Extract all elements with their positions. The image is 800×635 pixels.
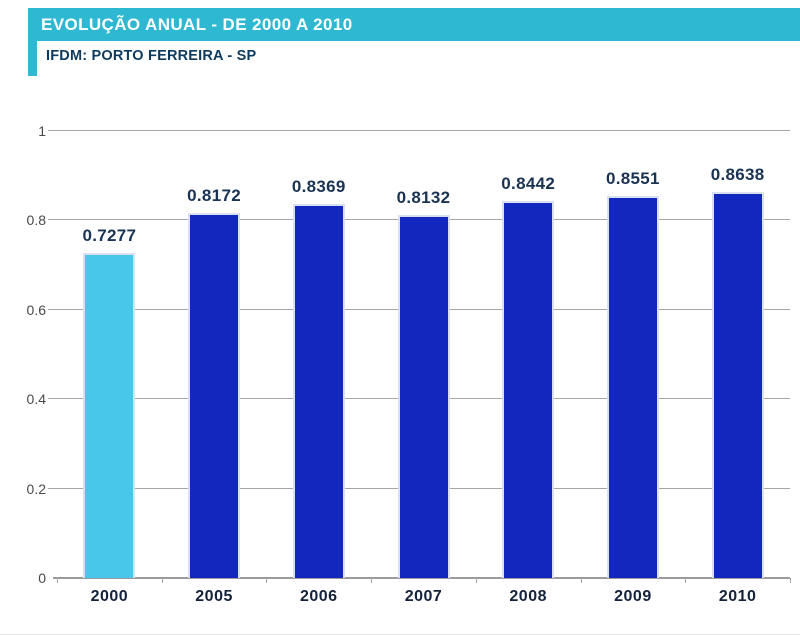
bar-value-label: 0.8638 xyxy=(710,164,765,184)
chart-title: EVOLUÇÃO ANUAL - DE 2000 A 2010 xyxy=(41,15,353,34)
x-tick xyxy=(685,578,687,583)
x-tick xyxy=(790,578,791,583)
y-tick-label: 1 xyxy=(38,123,46,139)
bar-value-label: 0.8172 xyxy=(187,185,241,205)
y-tick-label: 0.4 xyxy=(26,391,46,408)
x-tick xyxy=(371,578,373,583)
header-accent-stripe xyxy=(28,8,37,76)
x-axis-label: 2010 xyxy=(718,588,757,605)
y-tick xyxy=(48,130,57,131)
bar xyxy=(711,191,764,578)
bar xyxy=(83,252,136,578)
bar-value-label: 0.8132 xyxy=(396,187,451,207)
bar xyxy=(292,203,345,578)
gridline xyxy=(57,130,790,131)
x-axis-label: 2009 xyxy=(614,588,652,605)
chart-subtitle: IFDM: PORTO FERREIRA - SP xyxy=(46,48,257,64)
bar xyxy=(188,212,241,578)
y-tick-label: 0.6 xyxy=(26,301,46,318)
x-axis-label: 2008 xyxy=(509,588,547,605)
x-axis-line xyxy=(53,577,790,579)
bar-value-label: 0.8551 xyxy=(606,168,660,188)
bar xyxy=(397,214,450,578)
x-axis-label: 2000 xyxy=(90,588,129,605)
x-tick xyxy=(580,578,582,583)
y-tick xyxy=(48,219,57,221)
plot-area: 0 0.2 0.4 0.6 0.8 1 0.7277 2000 0.8172 2005 0.8369… xyxy=(27,123,791,605)
x-tick xyxy=(475,578,477,583)
x-tick xyxy=(57,578,58,583)
y-tick xyxy=(48,487,57,489)
y-tick-label: 0 xyxy=(38,570,46,586)
y-tick-label: 0.2 xyxy=(26,480,46,497)
chart-title-band: EVOLUÇÃO ANUAL - DE 2000 A 2010 xyxy=(28,8,800,41)
y-tick xyxy=(48,308,57,310)
y-tick xyxy=(48,398,57,400)
x-axis-label: 2005 xyxy=(195,588,233,605)
bar-value-label: 0.8369 xyxy=(291,176,346,196)
bar-value-label: 0.8442 xyxy=(501,173,556,193)
x-tick xyxy=(266,578,268,583)
bar xyxy=(502,200,555,578)
bar-value-label: 0.7277 xyxy=(82,225,137,245)
bar xyxy=(606,195,659,578)
x-axis-label: 2006 xyxy=(299,588,338,605)
x-tick xyxy=(161,578,163,583)
x-axis-label: 2007 xyxy=(404,588,443,605)
y-tick-label: 0.8 xyxy=(26,212,46,229)
